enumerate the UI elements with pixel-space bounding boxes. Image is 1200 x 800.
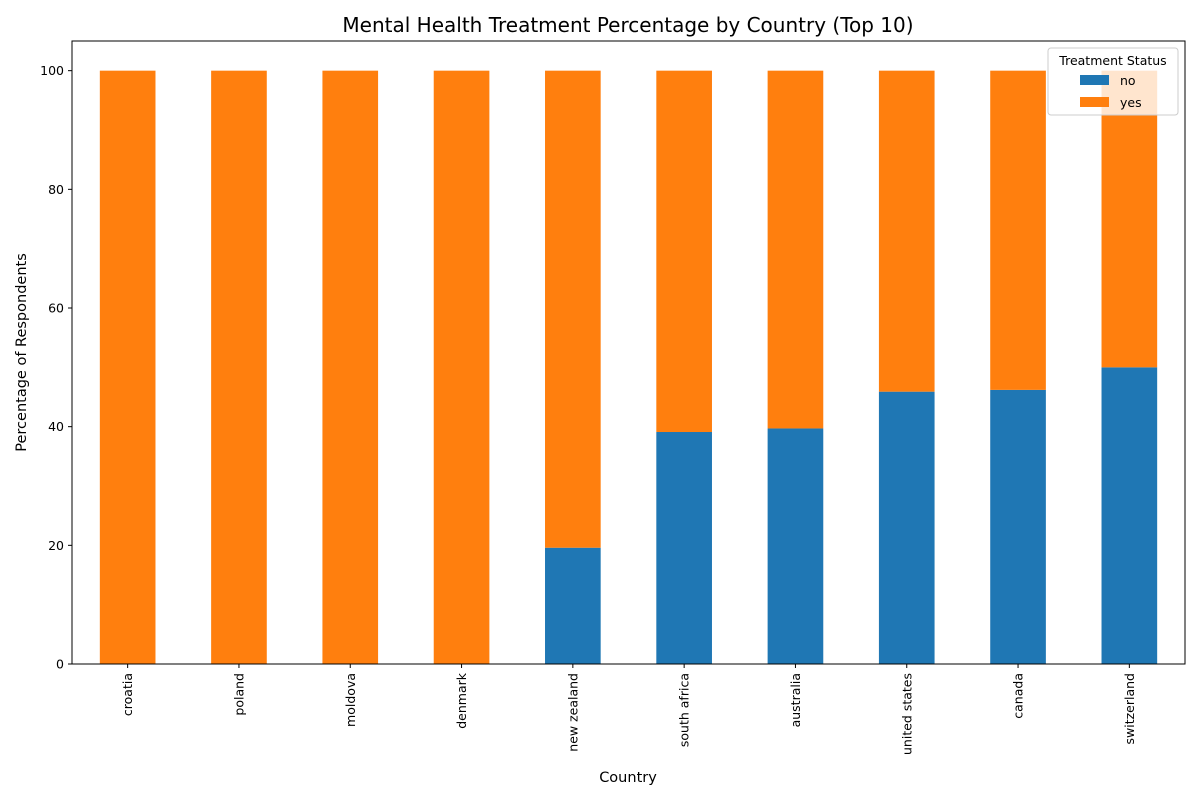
y-tick-label-40: 40: [48, 419, 64, 434]
bar-no-new-zealand: [545, 547, 601, 664]
bar-yes-united-states: [878, 70, 935, 392]
x-tick-label-canada: canada: [1011, 673, 1026, 719]
x-tick-label-australia: australia: [788, 673, 803, 727]
x-axis-label: Country: [599, 770, 657, 786]
bar-no-switzerland: [1101, 367, 1158, 664]
legend-title: Treatment Status: [1058, 53, 1166, 68]
x-tick-label-new-zealand: new zealand: [565, 673, 580, 752]
bar-no-united-states: [878, 391, 935, 664]
x-tick-label-south-africa: south africa: [677, 673, 692, 747]
legend-label-no: no: [1120, 73, 1136, 88]
legend: Treatment Status no yes: [1047, 47, 1179, 116]
y-tick-label-60: 60: [48, 301, 64, 316]
bar-yes-new-zealand: [545, 70, 601, 548]
legend-swatch-no: [1080, 75, 1109, 85]
bars: [99, 70, 1158, 665]
x-tick-label-moldova: moldova: [343, 673, 358, 727]
legend-swatch-yes: [1080, 97, 1109, 107]
y-axis-label: Percentage of Respondents: [14, 253, 30, 451]
bar-yes-moldova: [322, 70, 379, 665]
bar-no-australia: [767, 428, 824, 664]
bar-yes-denmark: [433, 70, 490, 665]
x-tick-label-denmark: denmark: [454, 672, 469, 729]
bar-no-canada: [990, 389, 1046, 664]
legend-label-yes: yes: [1120, 95, 1142, 110]
plot-frame: [71, 40, 1186, 665]
y-tick-label-100: 100: [40, 63, 64, 78]
y-axis: 0 20 40 60 80 100: [40, 63, 72, 672]
x-tick-label-poland: poland: [231, 673, 246, 716]
bar-yes-south-africa: [656, 70, 712, 433]
y-tick-label-80: 80: [48, 182, 64, 197]
bar-yes-poland: [211, 70, 267, 665]
x-tick-label-croatia: croatia: [120, 673, 135, 716]
x-tick-label-united-states: united states: [899, 673, 914, 755]
bar-yes-australia: [767, 70, 824, 429]
bar-no-south-africa: [656, 432, 712, 664]
x-tick-label-switzerland: switzerland: [1122, 673, 1137, 745]
y-tick-label-20: 20: [48, 538, 64, 553]
y-tick-label-0: 0: [56, 657, 64, 672]
bar-yes-croatia: [99, 70, 156, 665]
x-axis: croatia poland moldova denmark new zealand so…: [120, 664, 1137, 755]
bar-yes-canada: [990, 70, 1046, 390]
chart-title: Mental Health Treatment Percentage by Co…: [342, 13, 913, 37]
bar-yes-switzerland: [1101, 70, 1158, 368]
